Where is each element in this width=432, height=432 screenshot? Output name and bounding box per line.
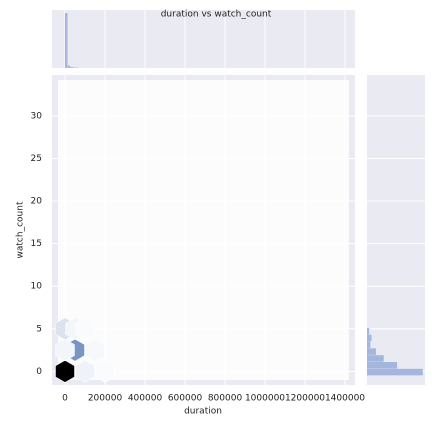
x-hist-bar <box>70 67 74 68</box>
x-tick-label: 600000 <box>168 394 203 404</box>
right-margin-bg <box>367 75 425 385</box>
x-tick-label: 1000000 <box>245 394 285 404</box>
x-tick-label: 400000 <box>128 394 163 404</box>
y-tick-label: 0 <box>36 367 42 377</box>
x-tick-label: 1400000 <box>325 394 365 404</box>
y-hist-bar <box>367 355 384 362</box>
x-hist-bar <box>67 65 71 68</box>
hex <box>105 338 125 362</box>
y-tick-label: 10 <box>31 282 43 292</box>
y-tick-label: 25 <box>31 154 42 164</box>
y-axis-label: watch_count <box>16 201 26 258</box>
x-tick-label: 200000 <box>88 394 123 404</box>
y-tick-label: 20 <box>31 197 43 207</box>
x-axis-label: duration <box>184 407 222 417</box>
y-hist-bar <box>367 327 370 335</box>
y-hist-bar <box>367 348 376 355</box>
hex <box>55 338 75 362</box>
hex <box>95 360 115 383</box>
x-hist-bar <box>65 13 68 68</box>
y-hist-bar <box>367 362 398 369</box>
hex <box>55 360 75 383</box>
x-tick-label: 800000 <box>208 394 243 404</box>
chart-title: duration vs watch_count <box>161 10 272 20</box>
y-hist-bar <box>367 368 423 376</box>
hex <box>85 338 105 362</box>
hex <box>75 317 95 341</box>
y-hist-bar <box>367 341 371 349</box>
y-tick-label: 30 <box>31 111 43 121</box>
y-hist-bar <box>367 334 372 342</box>
hex <box>75 360 95 383</box>
hex-field <box>58 80 349 380</box>
x-tick-label: 0 <box>62 394 68 404</box>
y-tick-label: 5 <box>36 324 42 334</box>
x-tick-label: 1200000 <box>285 394 325 404</box>
y-tick-label: 15 <box>31 239 42 249</box>
